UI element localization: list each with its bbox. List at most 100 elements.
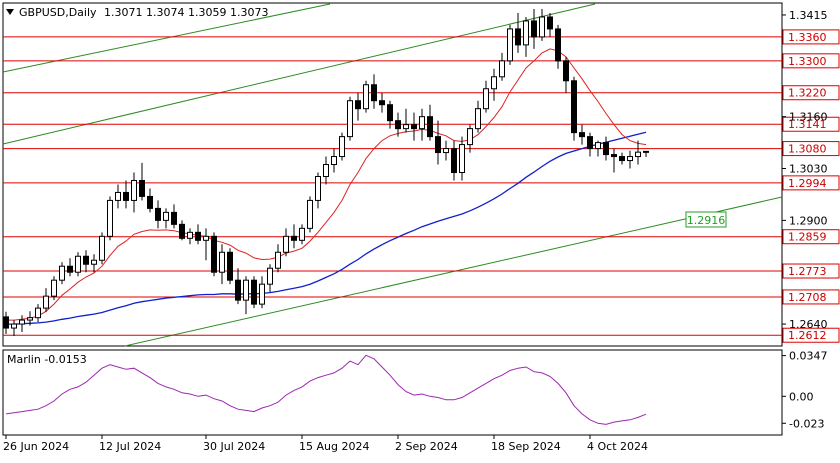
candle-body	[411, 124, 417, 130]
channel-price-label: 1.2916	[685, 211, 727, 228]
candle-body	[563, 60, 569, 82]
candle	[99, 232, 105, 265]
price-axis: 1.3360 1.3300 1.3220 1.3141 1.3080 1.2994 1.28…	[782, 9, 840, 430]
level-label: 1.3141	[788, 118, 827, 131]
candle	[243, 276, 249, 315]
oscillator-pane-border	[2, 349, 783, 436]
candle-body	[507, 28, 513, 62]
price-tick-label: 1.3030	[789, 163, 828, 176]
time-tick-label: 18 Sep 2024	[491, 440, 561, 453]
candle	[611, 148, 617, 173]
level-label-box	[782, 229, 840, 245]
symbol-label: GBPUSD,Daily	[19, 6, 97, 19]
level-label-box	[782, 85, 840, 101]
candle	[291, 224, 297, 249]
level-label: 1.2612	[788, 329, 827, 342]
candle	[595, 140, 601, 157]
candle	[443, 140, 449, 161]
dropdown-triangle-icon[interactable]	[6, 9, 14, 15]
candle	[227, 248, 233, 285]
level-label: 1.3220	[788, 87, 827, 100]
candle	[515, 12, 521, 53]
candle	[11, 320, 17, 337]
candle-body	[403, 124, 409, 130]
candle	[395, 112, 401, 137]
candle	[371, 74, 377, 109]
candle	[355, 92, 361, 121]
candle	[547, 12, 553, 37]
time-tick-label: 2 Sep 2024	[395, 440, 458, 453]
time-axis: 26 Jun 2024 12 Jul 2024 30 Jul 2024 15 Aug …	[3, 435, 648, 453]
candle-body	[115, 191, 121, 201]
candle-body	[243, 279, 249, 301]
candle	[155, 200, 161, 229]
candle-body	[347, 100, 353, 138]
candle-body	[419, 116, 425, 130]
time-tick-label: 4 Oct 2024	[587, 440, 648, 453]
candle-body	[307, 199, 313, 229]
candle	[323, 156, 329, 185]
candle-body	[59, 265, 65, 281]
candle-body	[395, 120, 401, 130]
oscillator-title: Marlin -0.0153	[7, 353, 87, 366]
level-label-box	[782, 289, 840, 305]
osc-tick-label: 0.0347	[789, 350, 828, 363]
candle	[211, 232, 217, 277]
candle-body	[491, 76, 497, 90]
candle-body	[483, 88, 489, 110]
candle	[35, 304, 41, 323]
candle-body	[635, 151, 641, 158]
level-label-box	[782, 175, 840, 191]
candle	[147, 188, 153, 213]
candle	[27, 311, 33, 326]
candle-body	[355, 100, 361, 110]
candle-body	[323, 164, 329, 177]
candle-body	[291, 235, 297, 241]
candle-body	[587, 136, 593, 150]
candle-body	[219, 251, 225, 273]
candle	[219, 244, 225, 285]
candle-body	[51, 279, 57, 297]
candle-body	[27, 317, 33, 321]
candle	[499, 52, 505, 81]
candle-body	[499, 60, 505, 78]
candle-body	[379, 100, 385, 106]
candle-body	[251, 279, 257, 305]
candle	[411, 112, 417, 141]
candles	[3, 8, 649, 337]
candle	[427, 104, 433, 141]
level-label: 1.2859	[788, 231, 827, 244]
candle	[387, 100, 393, 129]
candle-body	[179, 223, 185, 239]
level-label-box	[782, 327, 840, 343]
level-label-box	[782, 29, 840, 45]
candle-body	[235, 279, 241, 301]
candle	[67, 258, 73, 277]
price-tick-label: 1.3415	[789, 9, 828, 22]
candle-body	[211, 235, 217, 273]
candle	[179, 220, 185, 241]
candle-body	[75, 255, 81, 273]
candle	[563, 56, 569, 93]
ma-fast-line	[6, 48, 647, 321]
candle	[171, 204, 177, 229]
chart-header: GBPUSD,Daily 1.3071 1.3074 1.3059 1.3073	[6, 6, 268, 19]
candle	[419, 108, 425, 141]
candle-body	[555, 28, 561, 62]
candle-body	[67, 265, 73, 273]
candle	[483, 80, 489, 113]
candle	[451, 140, 457, 181]
candle	[163, 208, 169, 229]
candle-body	[35, 307, 41, 319]
candle-body	[443, 148, 449, 154]
level-label: 1.2773	[788, 265, 827, 278]
candle	[531, 8, 537, 49]
candle-body	[283, 235, 289, 253]
time-tick-label: 30 Jul 2024	[203, 440, 265, 453]
candle-body	[171, 211, 177, 225]
candle-body	[187, 231, 193, 239]
candle-body	[155, 207, 161, 221]
candle-body	[139, 179, 145, 197]
